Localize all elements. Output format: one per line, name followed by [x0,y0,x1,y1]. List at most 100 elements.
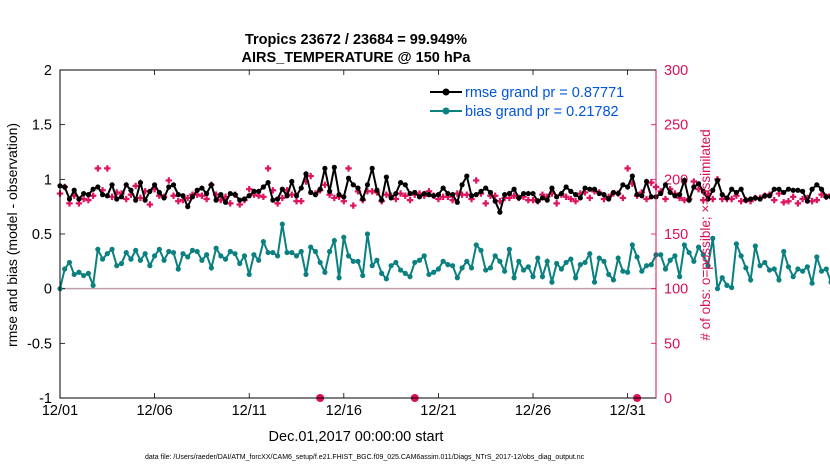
x-tick-label: 12/26 [515,403,551,419]
rmse-point [241,196,248,202]
rmse-point [85,192,91,198]
obs-assimilated-marker [473,177,480,184]
rmse-point [572,192,579,198]
rmse-point [331,164,337,170]
bias-point [582,259,588,266]
rmse-point [705,196,711,202]
rmse-point [700,188,706,194]
obs-assimilated-marker [146,201,154,208]
rmse-point [383,174,389,180]
rmse-point [729,186,735,192]
bias-point [502,268,508,274]
rmse-point [161,195,167,201]
rmse-point [582,185,588,191]
bias-point [189,247,196,253]
rmse-point [341,194,347,200]
bias-point [520,267,527,273]
bias-point [360,272,366,279]
bias-point [554,260,560,267]
bias-point [719,275,725,281]
bias-point [639,268,645,274]
bias-point [752,243,758,249]
bias-point [658,252,664,258]
bias-point [402,270,408,276]
bias-point [341,234,347,240]
bias-point [667,257,673,263]
rmse-point [478,188,484,194]
rmse-point [298,185,304,191]
bias-point [450,263,456,269]
obs-assimilated-marker [728,195,735,203]
bias-point [204,252,210,258]
rmse-point [199,185,205,191]
bias-point [710,235,716,241]
legend-rmse-label: rmse grand pr = 0.87771 [465,85,624,101]
obs-assimilated-marker [203,195,210,203]
y-right-tick-label: 300 [664,63,688,79]
legend-bias-marker [442,107,450,115]
rmse-point [497,209,503,215]
rmse-point [170,182,177,188]
y-left-tick-label: 1 [44,172,52,188]
bias-point [714,286,721,292]
bias-point [776,277,782,283]
rmse-point [312,192,319,198]
rmse-point [695,181,702,187]
rmse-point [776,186,782,192]
rmse-point [450,192,456,198]
rmse-point [785,186,792,192]
bias-point [137,257,144,263]
bias-point [525,264,531,270]
obs-assimilated-marker [695,185,702,193]
rmse-point [123,182,129,188]
rmse-point [99,192,106,198]
rmse-point [554,194,560,200]
rmse-point [620,182,626,188]
rmse-point [752,195,758,201]
bias-point [818,268,825,274]
bias-point [76,269,82,275]
obs-assimilated-marker [572,198,579,205]
bias-point [175,266,181,272]
bias-point [227,248,233,255]
obs-assimilated-marker [619,194,627,202]
rmse-point [658,190,664,197]
rmse-point [90,186,96,192]
rmse-point [539,195,546,201]
rmse-point [345,175,352,181]
rmse-point [667,189,673,196]
obs-assimilated-marker [586,194,593,202]
bias-point [426,271,432,278]
bias-point [766,267,773,273]
bias-point [771,266,777,272]
rmse-point [502,192,508,198]
rmse-point [634,192,640,198]
rmse-point [714,177,721,184]
bias-point [327,248,333,255]
obs-assimilated-marker [643,195,650,203]
legend-bias-label: bias grand pr = 0.21782 [465,104,619,120]
bias-point [648,262,654,268]
rmse-point [823,194,829,200]
bias-point [762,259,768,266]
rmse-point [293,193,300,199]
bias-point [388,263,394,269]
x-tick-label: 12/01 [42,403,78,419]
bias-point [66,259,73,266]
bias-point [629,242,635,248]
rmse-point [459,182,465,188]
legend-rmse-marker [442,88,450,96]
rmse-point [284,193,290,199]
bias-point [109,246,115,252]
bias-point [511,275,517,281]
bias-point [606,271,612,278]
rmse-point [525,190,531,197]
bias-point [71,271,77,278]
bias-point [133,247,139,253]
bias-point [781,248,787,255]
bias-point [152,253,158,259]
bias-point [677,274,683,280]
rmse-point [743,197,749,203]
obs-assimilated-marker [662,195,669,203]
bias-point [563,259,569,266]
